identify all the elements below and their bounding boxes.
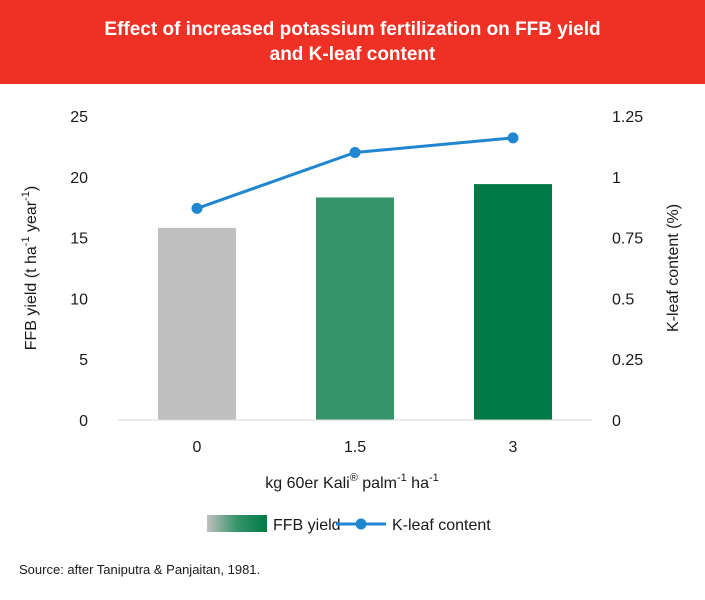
- chart-canvas: 0 5 10 15 20 25 0 0.25 0.5 0.75 1 1.25 0 1.5 3 kg 60er …: [20, 109, 682, 534]
- y-left-axis-label: FFB yield (t ha-1 year-1): [20, 186, 40, 351]
- y-left-tick-label: 10: [70, 291, 88, 308]
- bar-ffb-yield: [316, 197, 394, 420]
- legend-label-k-leaf-content: K-leaf content: [392, 517, 491, 534]
- y-right-tick-label: 0.25: [612, 352, 643, 369]
- y-right-tick-label: 1: [612, 170, 621, 187]
- source-note: Source: after Taniputra & Panjaitan, 198…: [19, 562, 261, 577]
- x-axis-label: kg 60er Kali® palm-1 ha-1: [265, 472, 439, 492]
- bar-ffb-yield: [474, 184, 552, 420]
- y-left-tick-label: 15: [70, 231, 88, 248]
- legend-swatch-k-leaf-marker: [355, 518, 367, 530]
- title-banner: Effect of increased potassium fertilizat…: [0, 0, 705, 84]
- point-k-leaf-content: [191, 202, 203, 214]
- y-left-tick-label: 20: [70, 170, 88, 187]
- y-right-tick-label: 0.5: [612, 291, 634, 308]
- x-tick-label: 1.5: [344, 439, 366, 456]
- y-left-tick-label: 25: [70, 109, 88, 126]
- y-right-tick-label: 1.25: [612, 109, 643, 126]
- point-k-leaf-content: [349, 146, 361, 158]
- chart-title-line1: Effect of increased potassium fertilizat…: [104, 19, 601, 40]
- y-left-tick-label: 0: [79, 413, 88, 430]
- chart-title-line2: and K-leaf content: [269, 44, 436, 65]
- x-tick-label: 0: [193, 439, 202, 456]
- y-left-tick-label: 5: [79, 352, 88, 369]
- legend-label-ffb-yield: FFB yield: [273, 517, 341, 534]
- x-tick-label: 3: [509, 439, 518, 456]
- y-right-tick-label: 0.75: [612, 231, 643, 248]
- y-right-tick-label: 0: [612, 413, 621, 430]
- y-right-axis-label: K-leaf content (%): [665, 204, 682, 332]
- point-k-leaf-content: [507, 132, 519, 144]
- bar-ffb-yield: [158, 227, 236, 420]
- legend-swatch-ffb-yield: [207, 515, 267, 532]
